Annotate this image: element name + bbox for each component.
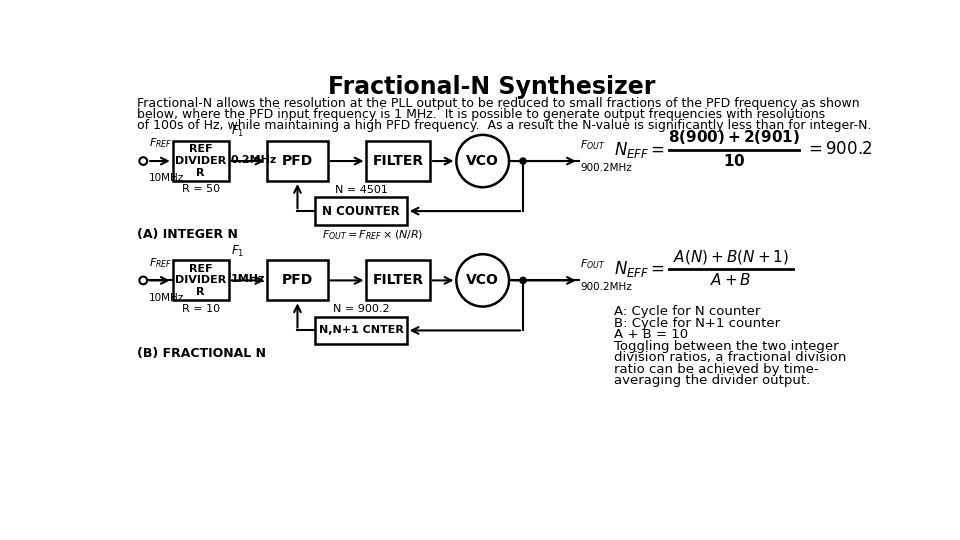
Text: R = 10: R = 10 [181, 303, 220, 314]
Text: Toggling between the two integer: Toggling between the two integer [614, 340, 839, 353]
Text: 900.2MHz: 900.2MHz [581, 282, 632, 292]
Text: 10MHz: 10MHz [149, 293, 184, 303]
Text: N,N+1 CNTER: N,N+1 CNTER [319, 326, 403, 335]
Text: 1MHz: 1MHz [230, 274, 265, 284]
Text: Fractional-N Synthesizer: Fractional-N Synthesizer [328, 75, 656, 99]
Text: A + B = 10: A + B = 10 [614, 328, 688, 341]
Text: PFD: PFD [282, 273, 313, 287]
Text: $F_{REF}$: $F_{REF}$ [149, 137, 172, 150]
Circle shape [520, 158, 526, 164]
Text: A: Cycle for N counter: A: Cycle for N counter [614, 305, 761, 318]
Text: $F_{OUT}$: $F_{OUT}$ [581, 138, 606, 152]
FancyBboxPatch shape [267, 141, 327, 181]
Text: Fractional-N allows the resolution at the PLL output to be reduced to small frac: Fractional-N allows the resolution at th… [137, 97, 859, 110]
Text: ratio can be achieved by time-: ratio can be achieved by time- [614, 363, 819, 376]
Text: $A+B$: $A+B$ [710, 272, 752, 288]
FancyBboxPatch shape [173, 260, 228, 300]
Circle shape [139, 157, 147, 165]
Text: 900.2MHz: 900.2MHz [581, 163, 632, 173]
Text: (B) FRACTIONAL N: (B) FRACTIONAL N [137, 347, 266, 360]
FancyBboxPatch shape [173, 141, 228, 181]
Text: FILTER: FILTER [372, 273, 423, 287]
Text: B: Cycle for N+1 counter: B: Cycle for N+1 counter [614, 316, 780, 329]
Text: 10MHz: 10MHz [149, 173, 184, 184]
FancyBboxPatch shape [367, 141, 430, 181]
Text: $\mathbf{10}$: $\mathbf{10}$ [723, 153, 745, 168]
Text: N = 4501: N = 4501 [335, 185, 388, 195]
Text: $= 900.2$: $= 900.2$ [805, 140, 873, 159]
Text: VCO: VCO [467, 273, 499, 287]
Text: VCO: VCO [467, 154, 499, 168]
Circle shape [520, 278, 526, 284]
Circle shape [456, 254, 509, 307]
Text: $\mathbf{8(900)+2(901)}$: $\mathbf{8(900)+2(901)}$ [668, 129, 800, 146]
Text: $F_1$: $F_1$ [230, 124, 244, 139]
FancyBboxPatch shape [367, 260, 430, 300]
Text: N COUNTER: N COUNTER [323, 205, 400, 218]
Text: of 100s of Hz, while maintaining a high PFD frequency.  As a result the N-value : of 100s of Hz, while maintaining a high … [137, 119, 872, 132]
Text: $A(N)+B(N+1)$: $A(N)+B(N+1)$ [673, 248, 789, 266]
Text: N = 900.2: N = 900.2 [333, 304, 390, 314]
Text: averaging the divider output.: averaging the divider output. [614, 374, 810, 387]
FancyBboxPatch shape [315, 316, 407, 345]
Text: 0.2MHz: 0.2MHz [230, 154, 277, 165]
Text: PFD: PFD [282, 154, 313, 168]
FancyBboxPatch shape [267, 260, 327, 300]
Circle shape [139, 276, 147, 284]
Text: REF
DIVIDER
R: REF DIVIDER R [175, 264, 227, 297]
Text: $F_1$: $F_1$ [230, 244, 244, 259]
Text: REF
DIVIDER
R: REF DIVIDER R [175, 144, 227, 178]
Text: below, where the PFD input frequency is 1 MHz.  It is possible to generate outpu: below, where the PFD input frequency is … [137, 108, 826, 121]
Text: $F_{OUT} = F_{REF} \times (N/R)$: $F_{OUT} = F_{REF} \times (N/R)$ [322, 229, 423, 242]
Text: $N_{EFF}=$: $N_{EFF}=$ [614, 259, 665, 279]
Text: $N_{EFF}=$: $N_{EFF}=$ [614, 139, 665, 159]
Text: division ratios, a fractional division: division ratios, a fractional division [614, 351, 847, 364]
Text: R = 50: R = 50 [181, 184, 220, 194]
Text: FILTER: FILTER [372, 154, 423, 168]
FancyBboxPatch shape [315, 197, 407, 225]
Text: $F_{OUT}$: $F_{OUT}$ [581, 258, 606, 271]
Circle shape [456, 135, 509, 187]
Text: (A) INTEGER N: (A) INTEGER N [137, 228, 238, 241]
Text: $F_{REF}$: $F_{REF}$ [149, 256, 172, 269]
